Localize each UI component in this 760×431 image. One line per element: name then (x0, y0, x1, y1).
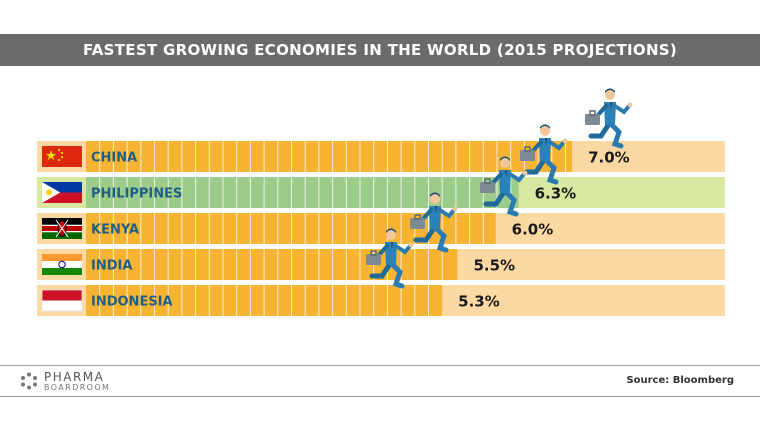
businessman-running-icon (585, 89, 632, 147)
kenya-flag-icon (42, 218, 82, 239)
footer-divider-bottom (0, 396, 760, 397)
value-label: 5.3% (458, 293, 500, 311)
value-label: 6.0% (512, 221, 554, 239)
bar-row: CHINA 7.0% (37, 141, 725, 172)
philippines-flag-icon (42, 182, 82, 203)
logo-text-pharma: PHARMA (44, 370, 105, 384)
bar-row: PHILIPPINES 6.3% (37, 177, 725, 208)
category-label: INDIA (91, 259, 132, 274)
category-label: PHILIPPINES (91, 187, 182, 202)
category-label: INDONESIA (91, 295, 173, 310)
indonesia-flag-icon (41, 289, 83, 312)
china-flag-icon (42, 146, 82, 167)
value-label: 6.3% (535, 185, 577, 203)
logo-dots-icon (21, 372, 37, 390)
source-note: Source: Bloomberg (626, 375, 734, 386)
bar-chart: CHINA 7.0% PHILIPPINES 6.3% KENYA 6.0% INDIA 5.… (37, 0, 725, 316)
footer-divider-top (0, 365, 760, 366)
chart-title: FASTEST GROWING ECONOMIES IN THE WORLD (… (0, 34, 760, 66)
bar-row: INDONESIA 5.3% (37, 285, 725, 316)
india-flag-icon (42, 254, 82, 275)
logo-text-boardroom: BOARDROOM (44, 383, 111, 392)
value-label: 7.0% (588, 149, 630, 167)
bar (86, 141, 573, 172)
bar (86, 177, 519, 208)
bar-row: KENYA 6.0% (37, 213, 725, 244)
value-label: 5.5% (473, 257, 515, 275)
category-label: CHINA (91, 151, 137, 166)
category-label: KENYA (91, 223, 139, 238)
bar (86, 249, 458, 280)
